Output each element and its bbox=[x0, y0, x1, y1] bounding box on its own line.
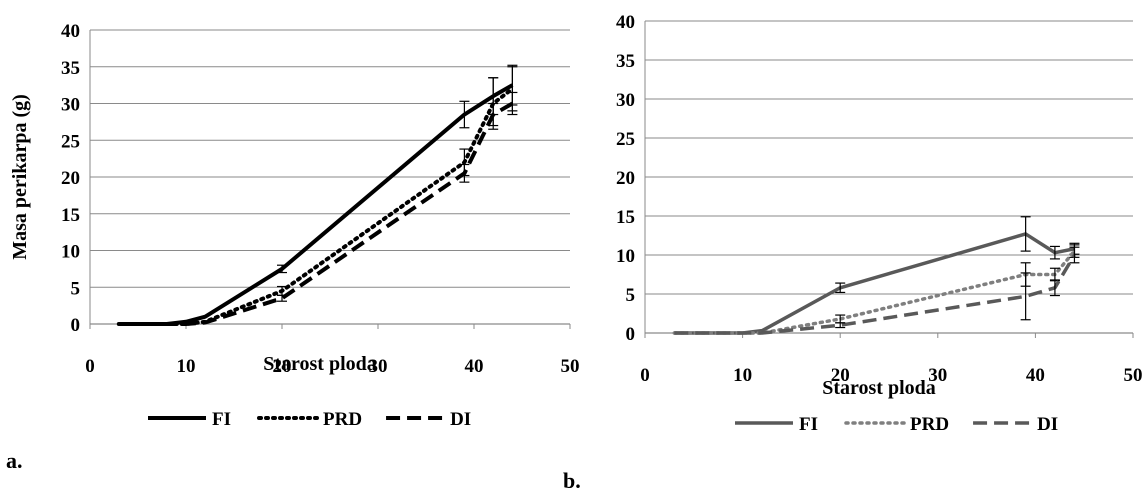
x-tick-label: 0 bbox=[85, 356, 95, 377]
y-tick-label: 15 bbox=[616, 207, 635, 228]
y-tick-label: 20 bbox=[61, 168, 80, 189]
x-axis-title: Starost ploda bbox=[822, 377, 936, 399]
series-line-fi bbox=[118, 83, 514, 326]
y-tick-label: 25 bbox=[61, 131, 80, 152]
legend-label-fi: FI bbox=[799, 414, 818, 435]
y-tick-label: 5 bbox=[71, 278, 81, 299]
legend-label-fi: FI bbox=[212, 409, 231, 430]
x-tick-label: 50 bbox=[1124, 365, 1143, 386]
x-tick-label: 0 bbox=[640, 365, 650, 386]
y-tick-label: 40 bbox=[616, 12, 635, 33]
x-axis-title: Starost ploda bbox=[263, 353, 377, 375]
x-tick-label: 20 bbox=[273, 356, 292, 377]
y-tick-label: 40 bbox=[61, 21, 80, 42]
x-tick-label: 40 bbox=[465, 356, 484, 377]
y-tick-label: 0 bbox=[71, 315, 81, 336]
y-tick-label: 30 bbox=[61, 95, 80, 116]
chart-panel-b: 0 5 10 15 20 25 30 35 40 0 10 20 30 40 50 Starost ploda… bbox=[616, 12, 1143, 435]
legend-label-di: DI bbox=[450, 409, 471, 430]
legend-label-prd: PRD bbox=[910, 414, 949, 435]
x-tick-label: 10 bbox=[733, 365, 752, 386]
x-tick-label: 10 bbox=[177, 356, 196, 377]
chart-panel-a: 0 5 10 15 20 25 30 35 40 0 10 20 30 40 50 Starost ploda… bbox=[9, 21, 580, 430]
legend: FI PRD DI bbox=[735, 414, 1058, 435]
series-line-di bbox=[118, 101, 514, 326]
x-tick-label: 20 bbox=[831, 365, 850, 386]
y-tick-label: 10 bbox=[616, 246, 635, 267]
y-tick-label: 0 bbox=[626, 324, 636, 345]
legend-label-prd: PRD bbox=[323, 409, 362, 430]
y-tick-label: 35 bbox=[616, 51, 635, 72]
y-axis-title: Masa perikarpa (g) bbox=[9, 94, 31, 260]
y-tick-label: 5 bbox=[626, 285, 636, 306]
y-tick-label: 15 bbox=[61, 205, 80, 226]
y-tick-label: 35 bbox=[61, 58, 80, 79]
panel-label-a: a. bbox=[6, 448, 23, 473]
x-tick-label: 50 bbox=[561, 356, 580, 377]
y-tick-label: 10 bbox=[61, 242, 80, 263]
x-tick-label: 30 bbox=[369, 356, 388, 377]
legend: FI PRD DI bbox=[148, 409, 471, 430]
legend-label-di: DI bbox=[1037, 414, 1058, 435]
y-tick-label: 20 bbox=[616, 168, 635, 189]
panel-label-b: b. bbox=[563, 468, 581, 493]
x-tick-label: 30 bbox=[928, 365, 947, 386]
y-tick-label: 30 bbox=[616, 90, 635, 111]
y-tick-label: 25 bbox=[616, 129, 635, 150]
x-tick-label: 40 bbox=[1026, 365, 1045, 386]
